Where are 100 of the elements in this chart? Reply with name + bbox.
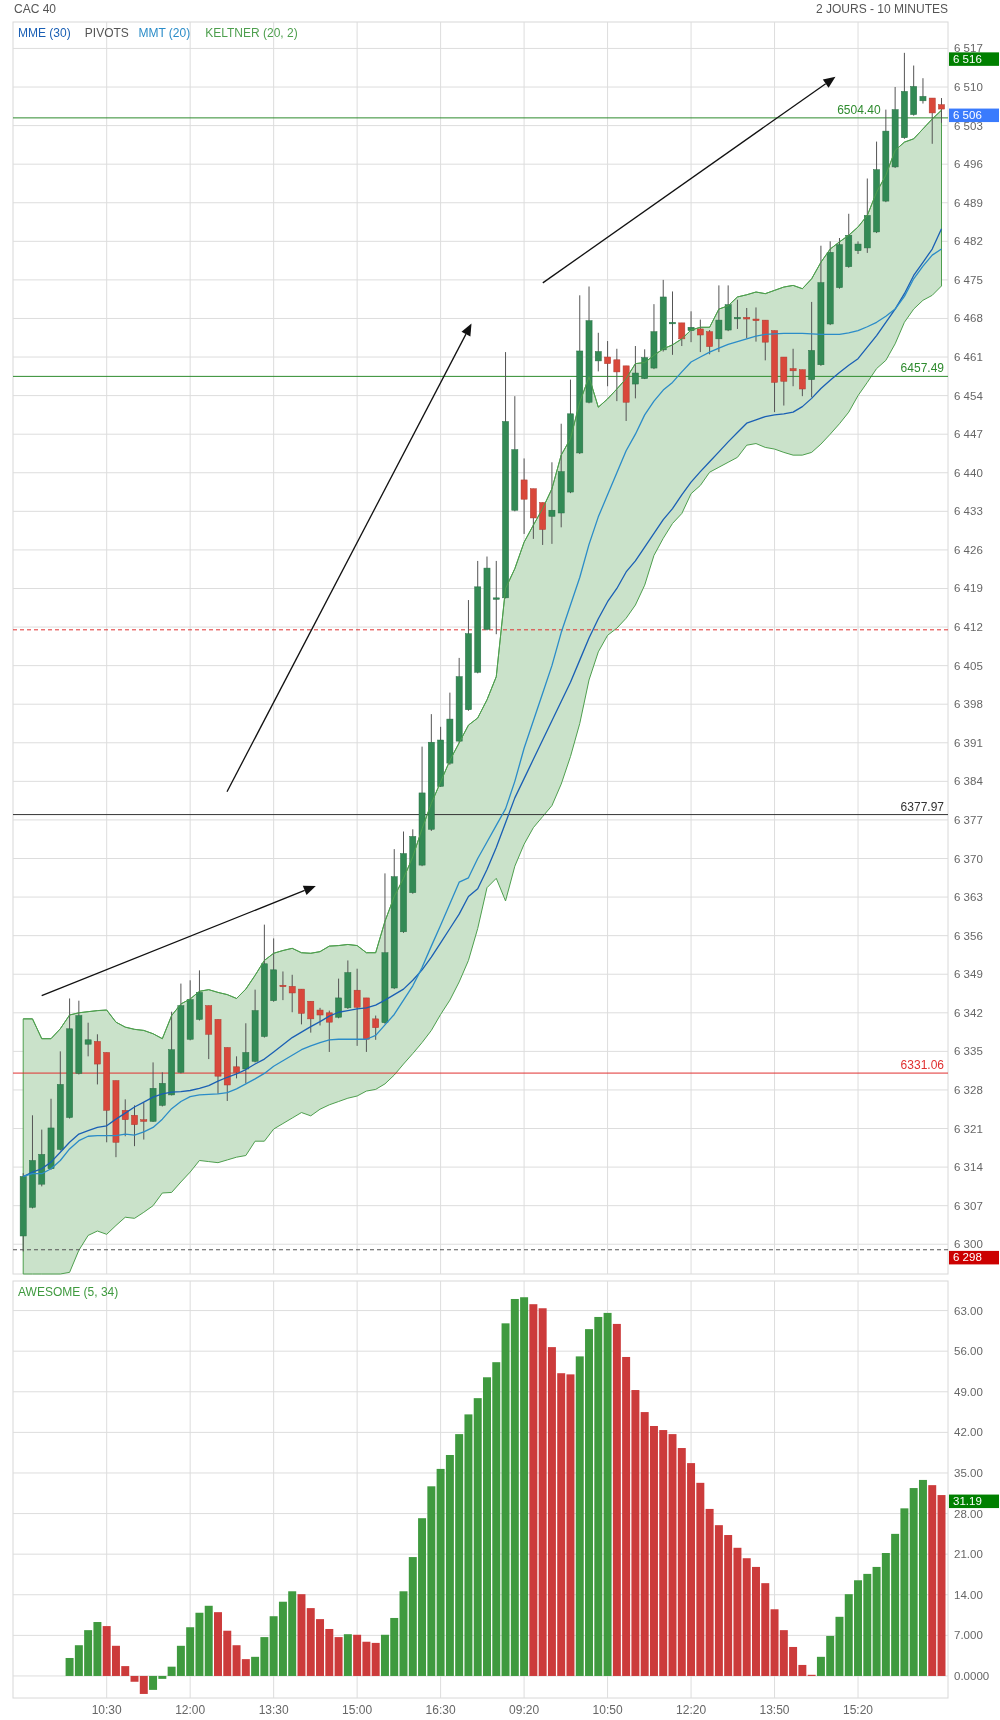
candlestick xyxy=(131,1104,138,1147)
text: KELTNER (20, 2) xyxy=(205,26,298,40)
y-tick-label: 6 447 xyxy=(954,428,983,441)
candlestick xyxy=(492,560,500,635)
y-tick-label: 6 300 xyxy=(954,1238,983,1251)
y-tick-label: 6 398 xyxy=(954,698,983,711)
y-tick-label: 6 384 xyxy=(954,775,984,788)
y-tick-label: 6 510 xyxy=(954,81,983,94)
ref-line-label: 6331.06 xyxy=(900,1058,945,1073)
candlestick xyxy=(938,97,945,124)
candlestick xyxy=(743,307,751,339)
y-tick-label: 6 468 xyxy=(954,312,983,325)
y-tick-label: 63.00 xyxy=(954,1304,983,1317)
y-tick-label: 56.00 xyxy=(954,1345,983,1358)
candlestick xyxy=(159,1071,166,1107)
y-tick-label: 6 496 xyxy=(954,158,983,171)
y-tick-label: 6 454 xyxy=(954,389,984,402)
bar xyxy=(371,1642,380,1676)
chart-title: CAC 40 xyxy=(14,2,57,16)
y-tick-label: 6 517 xyxy=(954,42,983,55)
candlestick xyxy=(928,97,936,145)
bar xyxy=(297,1594,306,1676)
text: 6 516 xyxy=(953,52,982,65)
y-tick-label: 6 426 xyxy=(954,543,983,556)
y-tick-label: 6 307 xyxy=(954,1199,983,1212)
y-tick-label: 6 489 xyxy=(954,196,983,209)
y-tick-label: 42.00 xyxy=(954,1426,983,1439)
candlestick xyxy=(641,348,648,380)
bar xyxy=(928,1485,937,1676)
x-tick-label: 12:20 xyxy=(676,1703,707,1717)
legend-title: PIVOTS xyxy=(84,26,129,40)
bar xyxy=(603,1312,612,1676)
bar xyxy=(529,1304,538,1676)
y-tick-label: 6 342 xyxy=(954,1006,983,1019)
candlestick xyxy=(594,332,602,372)
y-tick-label: 6 412 xyxy=(954,621,983,634)
chart-subtitle: 2 JOURS - 10 MINUTES xyxy=(815,2,948,16)
bar xyxy=(343,1634,352,1676)
y-tick-label: 6 433 xyxy=(954,505,983,518)
text: 6 298 xyxy=(953,1251,982,1264)
candlestick xyxy=(678,322,686,347)
bar xyxy=(204,1605,213,1676)
x-tick-label: 16:30 xyxy=(425,1703,456,1717)
y-tick-label: 28.00 xyxy=(954,1507,983,1520)
y-tick-label: 6 363 xyxy=(954,891,983,904)
y-tick-label: 6 314 xyxy=(954,1161,984,1174)
y-tick-label: 6 377 xyxy=(954,813,983,826)
y-tick-label: 49.00 xyxy=(954,1385,983,1398)
y-tick-label: 6 440 xyxy=(954,466,983,479)
candlestick xyxy=(372,1015,379,1041)
candlestick xyxy=(919,77,927,105)
candlestick xyxy=(94,1033,101,1085)
y-tick-label: 6 461 xyxy=(954,351,983,364)
x-tick-label: 13:50 xyxy=(759,1703,790,1717)
x-tick-label: 15:00 xyxy=(342,1703,373,1717)
y-tick-label: 7.000 xyxy=(954,1629,983,1642)
y-tick-label: 6 405 xyxy=(954,659,983,672)
y-tick-label: 21.00 xyxy=(954,1548,983,1561)
text: 31.19 xyxy=(953,1495,982,1508)
y-tick-label: 6 321 xyxy=(954,1122,983,1135)
candlestick xyxy=(734,299,741,330)
x-tick-label: 09:20 xyxy=(509,1703,540,1717)
bar xyxy=(334,1637,343,1676)
text: MMT (20) xyxy=(138,26,191,40)
text: AWESOME (5, 34) xyxy=(18,1285,119,1299)
x-tick-label: 10:30 xyxy=(91,1703,123,1717)
candlestick xyxy=(669,290,676,356)
candlestick xyxy=(520,457,528,535)
candlestick xyxy=(752,306,760,343)
candlestick xyxy=(353,968,361,1047)
candlestick xyxy=(761,319,769,361)
candlestick xyxy=(604,340,611,387)
y-tick-label: 0.0000 xyxy=(954,1669,990,1682)
candlestick xyxy=(316,1007,324,1026)
ref-line-label: 6457.49 xyxy=(900,361,945,376)
y-tick-label: 6 370 xyxy=(954,852,983,865)
y-tick-label: 6 419 xyxy=(954,582,983,595)
x-tick-label: 12:00 xyxy=(175,1703,206,1717)
candlestick xyxy=(140,1102,148,1141)
candlestick xyxy=(799,369,806,397)
text: 6 506 xyxy=(953,109,982,122)
y-tick-label: 14.00 xyxy=(954,1588,983,1601)
y-tick-label: 6 391 xyxy=(954,736,983,749)
candlestick xyxy=(632,345,639,399)
y-tick-label: 6 335 xyxy=(954,1045,983,1058)
x-tick-label: 13:30 xyxy=(258,1703,289,1717)
ref-line-label: 6377.97 xyxy=(900,799,945,814)
y-tick-label: 6 475 xyxy=(954,273,983,286)
y-tick-label: 6 356 xyxy=(954,929,983,942)
candlestick xyxy=(307,1000,315,1034)
candlestick xyxy=(706,329,713,355)
candlestick xyxy=(233,1055,240,1079)
text: MME (30) xyxy=(18,26,71,40)
y-tick-label: 6 328 xyxy=(954,1083,983,1096)
y-tick-label: 6 503 xyxy=(954,119,983,132)
candlestick xyxy=(687,310,695,343)
y-tick-label: 6 349 xyxy=(954,968,983,981)
ref-line-label: 6504.40 xyxy=(837,102,881,117)
y-tick-label: 6 482 xyxy=(954,235,983,248)
x-tick-label: 15:20 xyxy=(843,1703,874,1717)
